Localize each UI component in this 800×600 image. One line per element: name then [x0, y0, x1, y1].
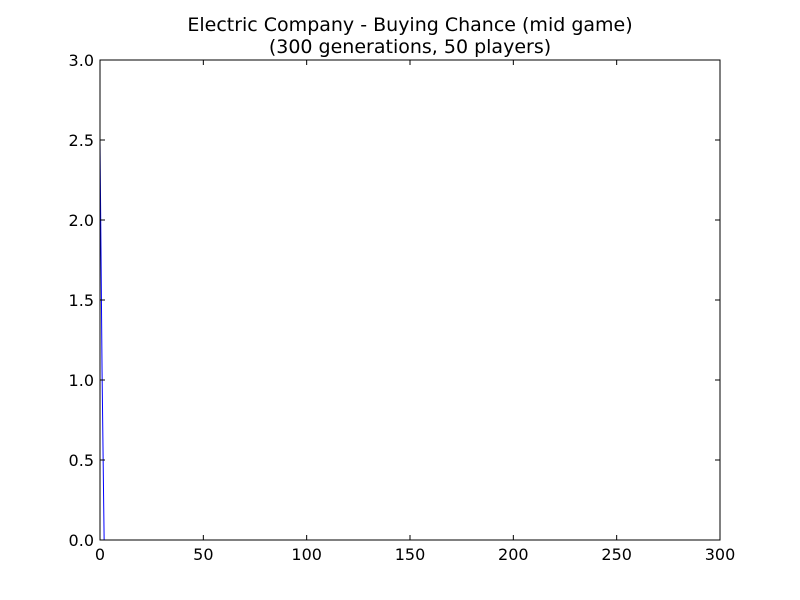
chart-subtitle: (300 generations, 50 players) — [269, 36, 551, 58]
x-tick-label: 100 — [291, 545, 322, 564]
x-tick-label: 250 — [601, 545, 632, 564]
x-tick-label: 300 — [705, 545, 736, 564]
x-tick-label: 0 — [95, 545, 105, 564]
y-tick-label: 2.5 — [69, 131, 94, 150]
x-tick-label: 50 — [193, 545, 213, 564]
plot-frame — [99, 59, 721, 541]
ticks-layer: 0 50 100 150 200 250 300 0.0 0.5 1.0 1.5 2.0 2.5 3.0 — [69, 51, 736, 564]
y-tick-label: 1.5 — [69, 291, 94, 310]
y-tick-label: 0.5 — [69, 451, 94, 470]
y-tick-label: 2.0 — [69, 211, 94, 230]
y-tick-label: 1.0 — [69, 371, 94, 390]
x-tick-label: 200 — [498, 545, 529, 564]
chart-title: Electric Company - Buying Chance (mid ga… — [187, 14, 632, 36]
x-tick-label: 150 — [395, 545, 426, 564]
y-tick-label: 3.0 — [69, 51, 94, 70]
y-tick-label: 0.0 — [69, 531, 94, 550]
